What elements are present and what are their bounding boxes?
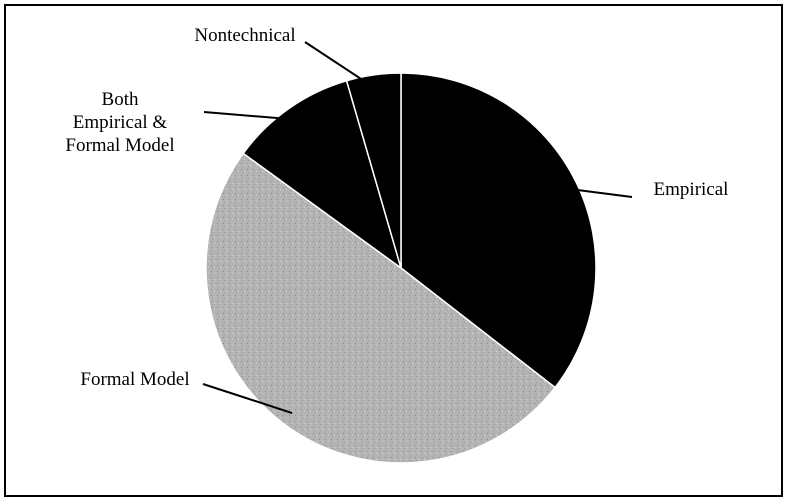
slice-label: Nontechnical	[194, 25, 296, 46]
slice-label: Formal Model	[80, 369, 190, 390]
pie-slice	[400, 72, 597, 389]
leader-line	[304, 41, 376, 90]
pie-slice	[205, 152, 557, 464]
pie-slice	[345, 72, 402, 269]
pie-slice	[242, 79, 403, 270]
slice-label: Empirical	[653, 179, 729, 200]
slice-label: Both Empirical & Formal Model	[65, 89, 175, 156]
leader-line	[203, 111, 297, 121]
frame	[4, 4, 783, 497]
leader-line	[202, 383, 293, 414]
leader-line	[563, 187, 633, 198]
